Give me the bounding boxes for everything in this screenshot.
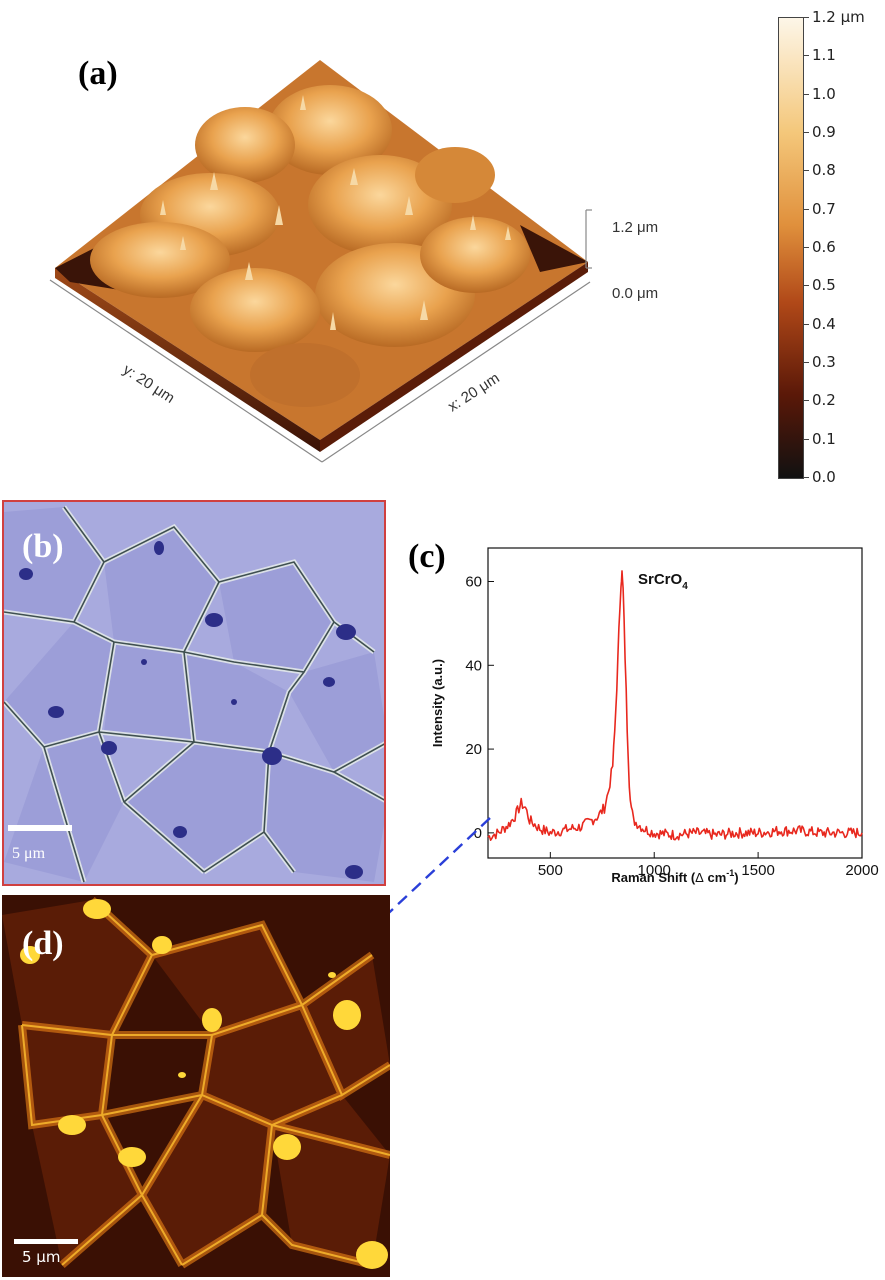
x-ticks: 500 1000 1500 2000 [538, 852, 879, 879]
grain [268, 85, 392, 175]
raman-series-line [487, 570, 863, 842]
panel-a-label: (a) [78, 55, 118, 92]
grain-boundary-network [4, 502, 384, 884]
grain [195, 107, 295, 183]
colorbar-tick-mark [803, 285, 809, 287]
x-tick-label: 500 [538, 862, 563, 879]
panel-d-scale-bar [14, 1239, 78, 1244]
colorbar-tick-mark [803, 208, 809, 210]
colorbar-tick-label: 0.8 [812, 161, 836, 180]
y-tick-label: 0 [474, 825, 482, 842]
afm-z-top-label: 1.2 μm [612, 219, 658, 236]
afm-z-bottom-label: 0.0 μm [612, 285, 658, 302]
y-ticks: 0 20 40 60 [465, 574, 494, 842]
panel-d-image [2, 895, 390, 1277]
surface-dark-corner [520, 225, 588, 272]
colorbar-tick-label: 1.1 [812, 46, 836, 65]
colorbar-tick-mark [803, 17, 809, 18]
colorbar-tick-mark [803, 93, 809, 95]
colorbar-tick-label: 0.4 [812, 314, 836, 333]
colorbar-tick-label: 0.0 [812, 468, 836, 486]
grain [250, 343, 360, 407]
grain [415, 147, 495, 203]
panel-b-label: (b) [22, 528, 64, 565]
colorbar-tick-label: 0.2 [812, 391, 836, 410]
y-axis-label: Intensity (a.u.) [430, 659, 445, 747]
x-tick-label: 2000 [845, 862, 878, 879]
raman-map [2, 895, 390, 1277]
colorbar-tick-label: 0.7 [812, 199, 836, 218]
panel-b-scale-label: 5 μm [12, 845, 46, 862]
colorbar-tick-mark [803, 362, 809, 363]
afm-x-axis-label: x: 20 μm [445, 370, 503, 416]
colorbar-tick-mark [803, 477, 809, 478]
colorbar-tick-label: 0.1 [812, 429, 836, 448]
colorbar-tick-mark [803, 247, 809, 248]
plot-frame [487, 547, 863, 859]
colorbar-tick-label: 0.3 [812, 353, 836, 371]
colorbar [778, 17, 804, 479]
colorbar-tick-mark [803, 132, 809, 133]
colorbar-tick-label: 1.2 μm [812, 8, 865, 26]
colorbar-tick-mark [803, 323, 809, 325]
y-tick-label: 40 [465, 657, 482, 674]
grain [90, 222, 230, 298]
peak-annotation: SrCrO4 [638, 571, 688, 592]
surface-left-face [55, 268, 320, 452]
raman-chart: 0 20 40 60 500 1000 1500 2000 SrCrO4 Intensity… [430, 547, 879, 885]
afm-y-axis-label: y: 20 μm [120, 361, 178, 407]
colorbar-tick-mark [803, 55, 809, 57]
grain [420, 217, 530, 293]
colorbar-tick-mark [803, 438, 809, 440]
panel-d-label: (d) [22, 925, 64, 962]
panel-c-label: (c) [408, 538, 446, 575]
colorbar-tick-label: 0.5 [812, 276, 836, 295]
panel-b-image [2, 500, 386, 886]
surface-base [55, 60, 588, 440]
panel-d-scale-label: 5 μm [22, 1248, 61, 1266]
y-tick-label: 20 [465, 741, 482, 758]
afm-3d-surface: y: 20 μm x: 20 μm 1.2 μm 0.0 μm [49, 60, 658, 463]
x-axis-label: Raman Shift (Δ cm-1) [611, 868, 738, 885]
colorbar-tick-label: 1.0 [812, 84, 836, 103]
x-tick-label: 1500 [741, 862, 774, 879]
colorbar-tick-mark [803, 170, 809, 172]
colorbar-tick-label: 0.9 [812, 123, 836, 141]
surface-spikes [160, 95, 511, 330]
grain [190, 268, 320, 352]
y-tick-label: 60 [465, 574, 482, 591]
colorbar-tick-label: 0.6 [812, 238, 836, 256]
x-tick-label: 1000 [638, 862, 671, 879]
surface-right-face [320, 262, 588, 452]
panel-b-scale-bar [8, 825, 72, 831]
colorbar-tick-mark [803, 400, 809, 402]
